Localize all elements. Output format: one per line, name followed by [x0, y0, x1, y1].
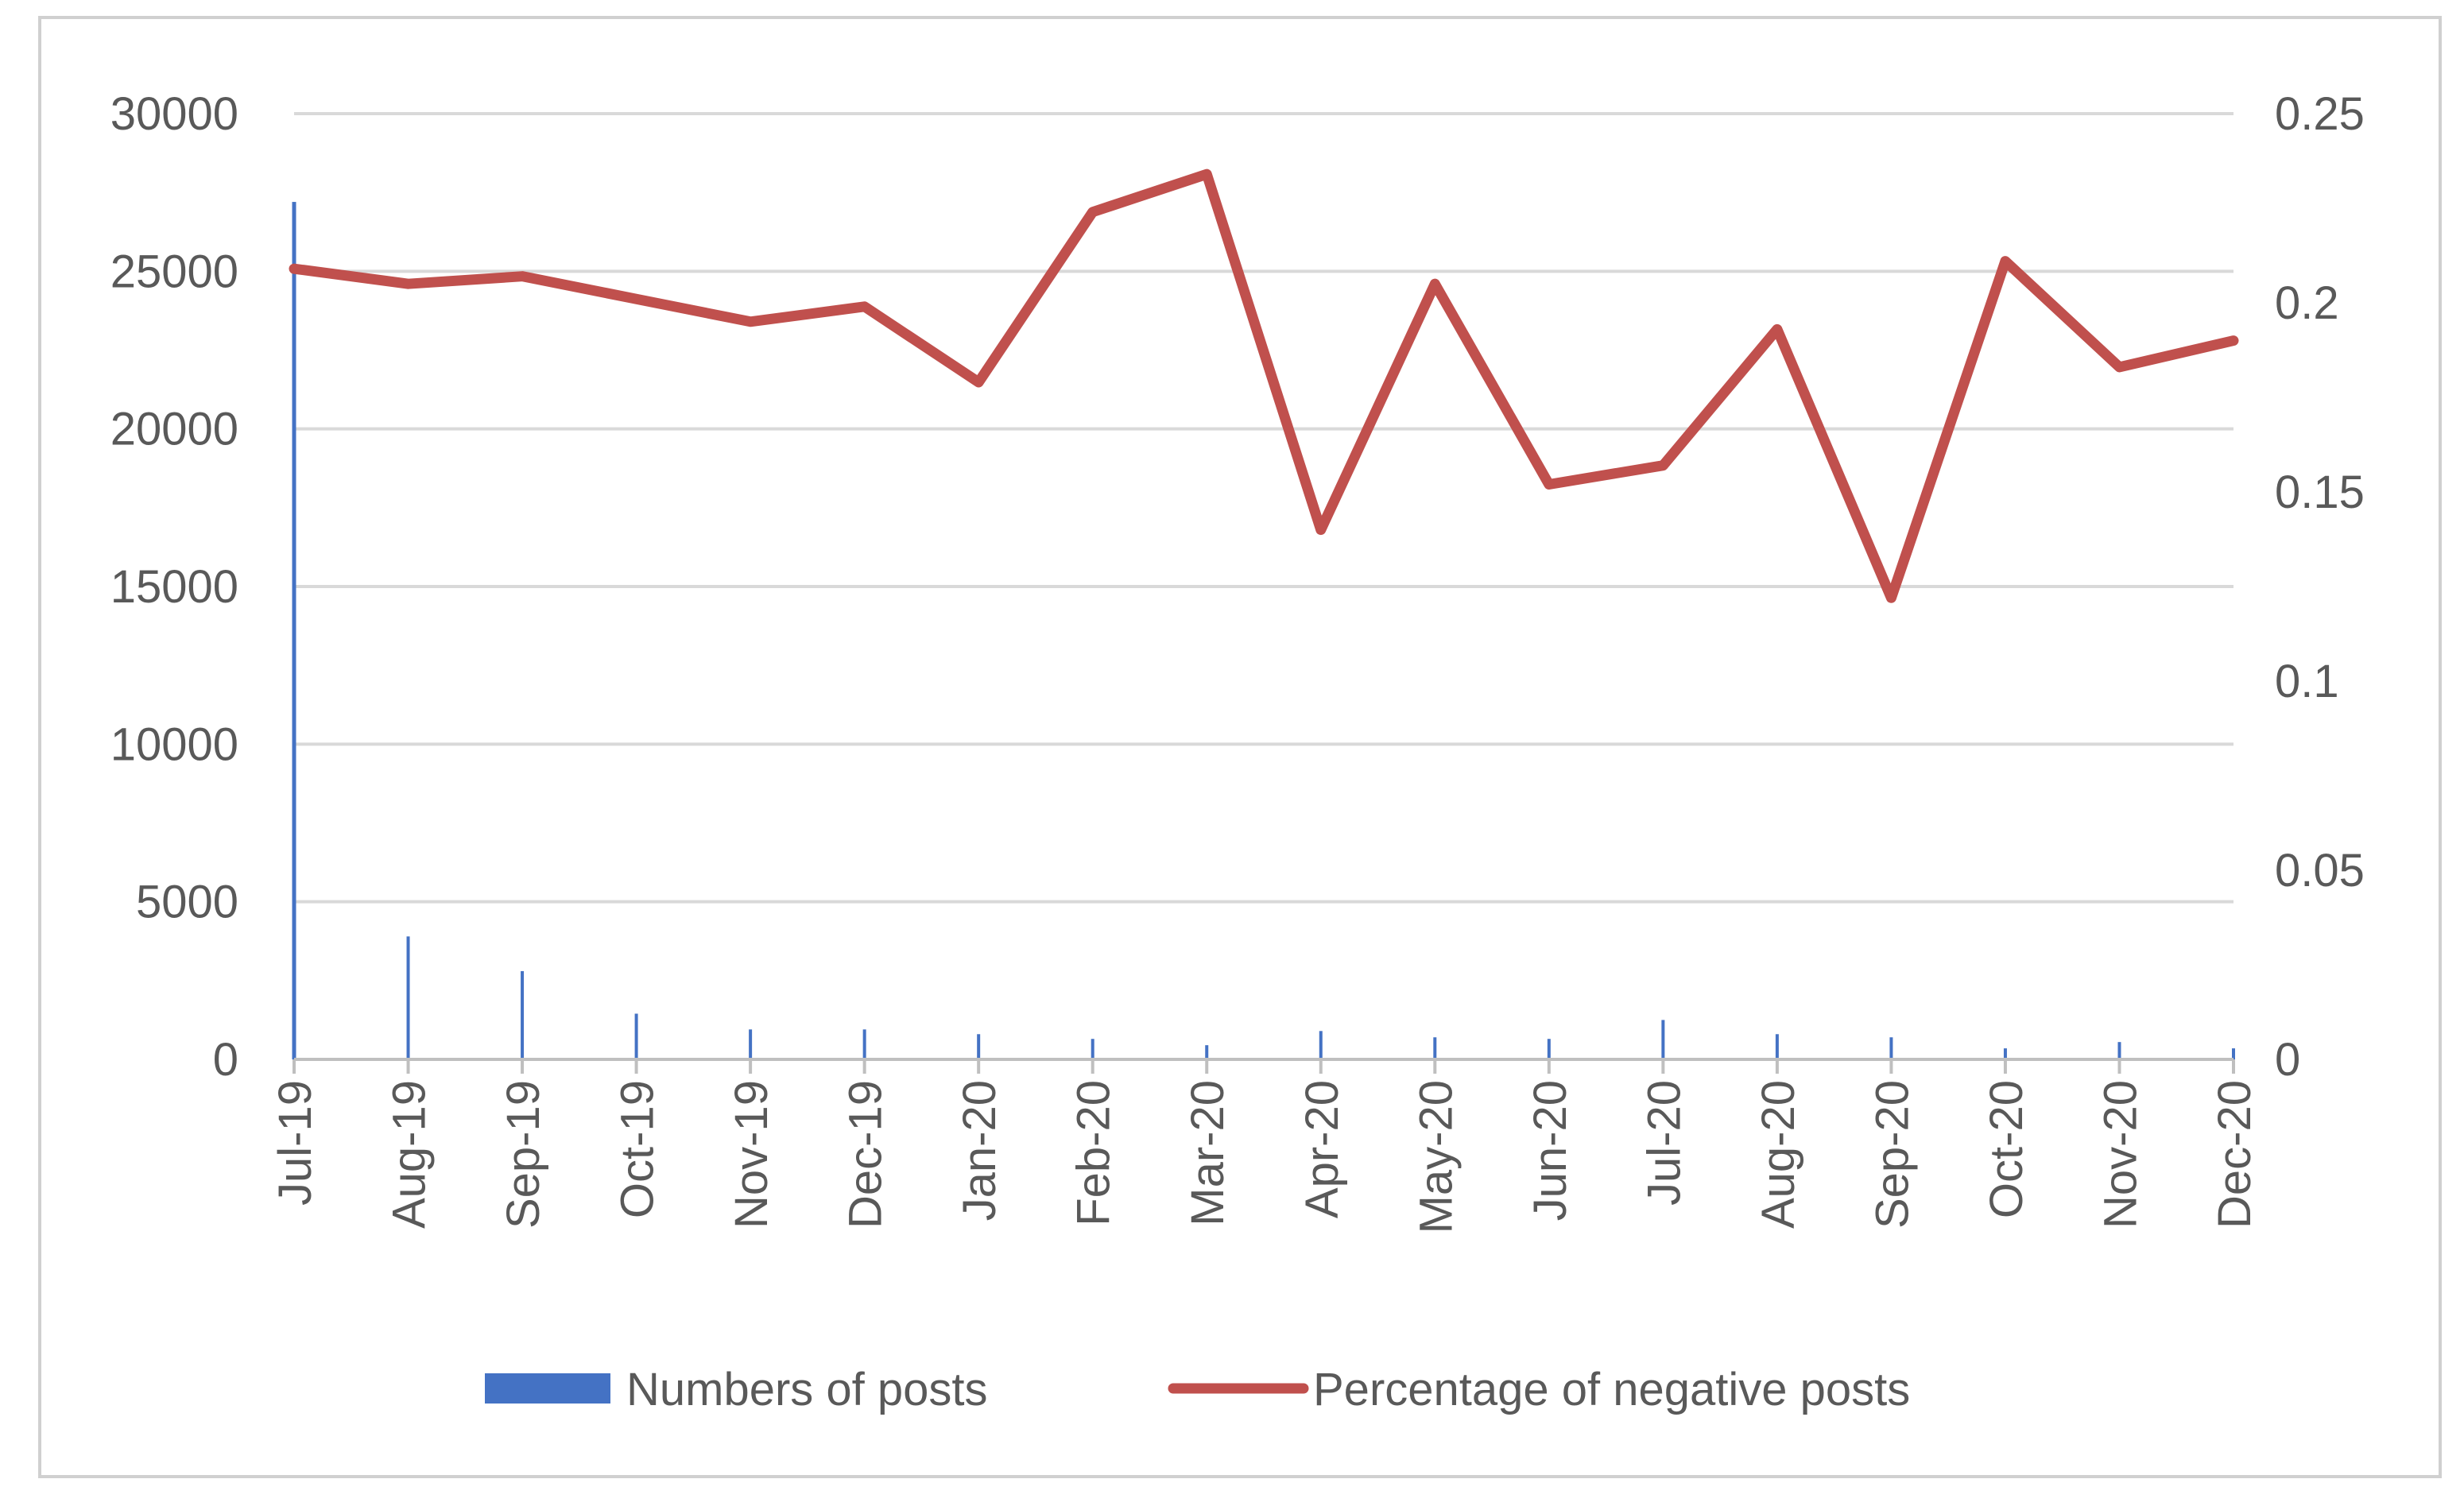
- left-tick-label: 0: [213, 1034, 238, 1086]
- bar-May-20: [1433, 1037, 1437, 1059]
- x-tick-label: Mar-20: [1182, 1080, 1234, 1226]
- bar-series-posts: [292, 202, 2235, 1060]
- x-tick-label: Jan-20: [954, 1080, 1005, 1221]
- x-tick-label: Dec-20: [2209, 1080, 2261, 1229]
- legend-label-posts: Numbers of posts: [626, 1364, 988, 1415]
- right-tick-label: 0.25: [2275, 88, 2365, 140]
- bar-Dec-19: [862, 1029, 866, 1059]
- bar-Dec-20: [2232, 1048, 2235, 1059]
- x-tick-label: Nov-20: [2094, 1080, 2146, 1229]
- x-tick-label: Apr-20: [1296, 1080, 1348, 1218]
- x-tick-label: Jun-20: [1525, 1080, 1576, 1221]
- x-tick-label: Sep-20: [1866, 1080, 1918, 1229]
- x-tick-label: Nov-19: [726, 1080, 777, 1229]
- right-tick-label: 0: [2275, 1034, 2300, 1086]
- left-y-axis: 0 5000 10000 15000 20000 25000 30000: [110, 88, 238, 1086]
- right-tick-label: 0.2: [2275, 277, 2339, 329]
- left-tick-label: 10000: [110, 718, 238, 770]
- x-tick-label: Aug-20: [1753, 1080, 1804, 1229]
- left-tick-label: 15000: [110, 561, 238, 613]
- bar-Nov-19: [749, 1029, 753, 1059]
- x-tick-label: Jul-19: [269, 1080, 321, 1206]
- bar-Jul-19: [292, 202, 296, 1060]
- x-tick-label: Feb-20: [1068, 1080, 1120, 1226]
- bar-Sep-20: [1889, 1037, 1893, 1059]
- line-series-negative: [289, 168, 2239, 603]
- legend-label-negative: Percentage of negative posts: [1313, 1364, 1910, 1415]
- bar-Aug-20: [1775, 1034, 1779, 1059]
- bar-Jul-20: [1661, 1020, 1665, 1059]
- right-tick-label: 0.05: [2275, 845, 2365, 896]
- x-axis: Jul-19 Aug-19 Sep-19 Oct-19 Nov-19 Dec-19 Jan-…: [269, 1059, 2261, 1233]
- bar-Nov-20: [2117, 1042, 2121, 1059]
- bar-Mar-20: [1205, 1045, 1209, 1059]
- bar-Sep-19: [521, 970, 525, 1059]
- x-tick-label: May-20: [1410, 1080, 1462, 1233]
- bar-Aug-19: [406, 936, 410, 1059]
- left-tick-label: 30000: [110, 88, 238, 140]
- right-tick-label: 0.15: [2275, 467, 2365, 518]
- right-tick-label: 0.1: [2275, 656, 2339, 707]
- bar-Feb-20: [1091, 1039, 1094, 1059]
- x-tick-label: Aug-19: [384, 1080, 436, 1229]
- bar-Oct-19: [634, 1013, 638, 1059]
- bar-Jan-20: [977, 1034, 981, 1059]
- x-tick-label: Dec-19: [840, 1080, 892, 1229]
- bar-Apr-20: [1319, 1031, 1323, 1059]
- x-tick-label: Sep-19: [498, 1080, 549, 1229]
- chart-frame: [38, 16, 2442, 1478]
- x-tick-label: Oct-20: [1981, 1080, 2032, 1218]
- legend-swatch-posts: [485, 1373, 610, 1404]
- line-negative-posts: [289, 168, 2239, 603]
- left-tick-label: 5000: [136, 877, 238, 928]
- left-tick-label: 20000: [110, 404, 238, 455]
- x-tick-label: Oct-19: [612, 1080, 664, 1218]
- bar-Oct-20: [2003, 1048, 2007, 1059]
- left-tick-label: 25000: [110, 246, 238, 297]
- bar-Jun-20: [1547, 1039, 1551, 1059]
- legend: Numbers of posts Percentage of negative p…: [485, 1364, 1910, 1415]
- right-y-axis: 0 0.05 0.1 0.15 0.2 0.25: [2275, 88, 2365, 1086]
- gridlines: [294, 112, 2233, 904]
- x-tick-label: Jul-20: [1638, 1080, 1690, 1206]
